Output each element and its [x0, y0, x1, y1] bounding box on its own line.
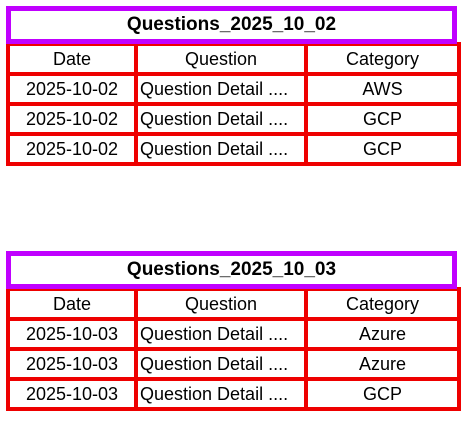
cell-date: 2025-10-03 — [6, 347, 138, 381]
header-question: Question — [134, 42, 308, 76]
table-title: Questions_2025_10_02 — [6, 6, 457, 44]
cell-date: 2025-10-02 — [6, 102, 138, 136]
cell-category: Azure — [304, 317, 461, 351]
cell-category: Azure — [304, 347, 461, 381]
table-row: 2025-10-02 Question Detail .... AWS — [6, 72, 461, 106]
table-questions-2025-10-03: Questions_2025_10_03 Date Question Categ… — [6, 251, 461, 411]
cell-date: 2025-10-03 — [6, 377, 138, 411]
table-row: 2025-10-03 Question Detail .... GCP — [6, 377, 461, 411]
cell-date: 2025-10-02 — [6, 132, 138, 166]
cell-date: 2025-10-02 — [6, 72, 138, 106]
cell-category: AWS — [304, 72, 461, 106]
header-row: Date Question Category — [6, 287, 461, 321]
cell-category: GCP — [304, 132, 461, 166]
table-grid: Date Question Category 2025-10-03 Questi… — [6, 287, 461, 411]
header-category: Category — [304, 287, 461, 321]
cell-category: GCP — [304, 377, 461, 411]
header-date: Date — [6, 287, 138, 321]
cell-question: Question Detail .... — [134, 347, 308, 381]
header-category: Category — [304, 42, 461, 76]
cell-question: Question Detail .... — [134, 72, 308, 106]
header-question: Question — [134, 287, 308, 321]
table-row: 2025-10-03 Question Detail .... Azure — [6, 317, 461, 351]
table-row: 2025-10-03 Question Detail .... Azure — [6, 347, 461, 381]
table-row: 2025-10-02 Question Detail .... GCP — [6, 132, 461, 166]
table-row: 2025-10-02 Question Detail .... GCP — [6, 102, 461, 136]
cell-date: 2025-10-03 — [6, 317, 138, 351]
table-questions-2025-10-02: Questions_2025_10_02 Date Question Categ… — [6, 6, 461, 166]
cell-category: GCP — [304, 102, 461, 136]
cell-question: Question Detail .... — [134, 102, 308, 136]
table-grid: Date Question Category 2025-10-02 Questi… — [6, 42, 461, 166]
cell-question: Question Detail .... — [134, 317, 308, 351]
header-date: Date — [6, 42, 138, 76]
header-row: Date Question Category — [6, 42, 461, 76]
cell-question: Question Detail .... — [134, 132, 308, 166]
table-title: Questions_2025_10_03 — [6, 251, 457, 289]
cell-question: Question Detail .... — [134, 377, 308, 411]
